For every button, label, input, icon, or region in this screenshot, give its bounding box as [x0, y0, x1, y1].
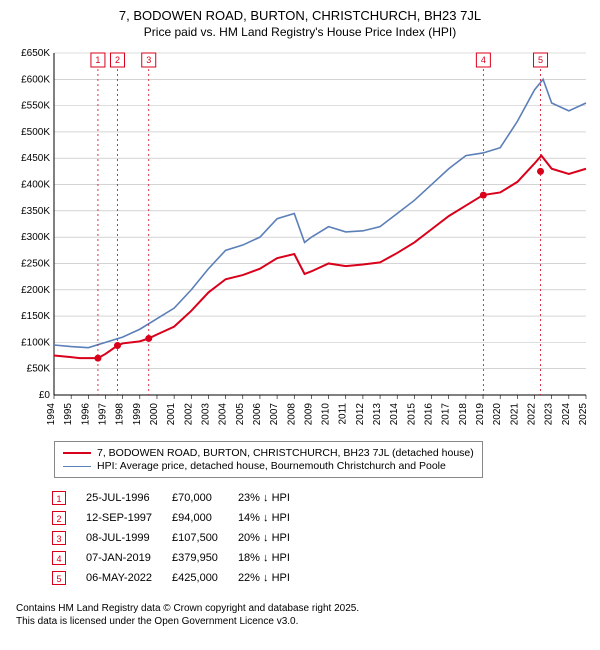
svg-text:1994: 1994 [46, 403, 57, 426]
svg-text:2002: 2002 [183, 403, 194, 426]
svg-text:£550K: £550K [21, 101, 50, 112]
svg-text:2009: 2009 [303, 403, 314, 426]
svg-text:£400K: £400K [21, 180, 50, 191]
sale-marker-icon: 5 [52, 571, 66, 585]
legend: 7, BODOWEN ROAD, BURTON, CHRISTCHURCH, B… [54, 441, 483, 478]
table-row: 4 07-JAN-2019£379,95018% ↓ HPI [42, 548, 300, 568]
legend-row: HPI: Average price, detached house, Bour… [63, 460, 474, 472]
footer-line1: Contains HM Land Registry data © Crown c… [16, 602, 592, 615]
svg-text:5: 5 [538, 55, 543, 65]
chart-title-line1: 7, BODOWEN ROAD, BURTON, CHRISTCHURCH, B… [8, 8, 592, 23]
sale-date: 12-SEP-1997 [76, 508, 162, 528]
svg-text:2016: 2016 [424, 403, 435, 426]
table-row: 2 12-SEP-1997£94,00014% ↓ HPI [42, 508, 300, 528]
sale-delta: 23% ↓ HPI [228, 488, 300, 508]
sale-date: 07-JAN-2019 [76, 548, 162, 568]
sale-marker-icon: 4 [52, 551, 66, 565]
legend-swatch [63, 466, 91, 467]
table-row: 1 25-JUL-1996£70,00023% ↓ HPI [42, 488, 300, 508]
svg-text:1998: 1998 [115, 403, 126, 426]
line-chart: £0 £50K £100K £150K £200K £250K £300K £350K £400… [8, 45, 592, 435]
legend-label: HPI: Average price, detached house, Bour… [97, 460, 446, 472]
svg-text:£450K: £450K [21, 153, 50, 164]
svg-text:1997: 1997 [97, 403, 108, 426]
svg-text:£200K: £200K [21, 285, 50, 296]
svg-text:2010: 2010 [321, 403, 332, 426]
svg-text:2014: 2014 [389, 403, 400, 426]
sale-date: 08-JUL-1999 [76, 528, 162, 548]
svg-text:£100K: £100K [21, 337, 50, 348]
svg-text:2006: 2006 [252, 403, 263, 426]
sale-delta: 20% ↓ HPI [228, 528, 300, 548]
legend-row: 7, BODOWEN ROAD, BURTON, CHRISTCHURCH, B… [63, 447, 474, 459]
svg-text:1995: 1995 [63, 403, 74, 426]
svg-text:£150K: £150K [21, 311, 50, 322]
svg-text:2025: 2025 [578, 403, 589, 426]
svg-text:3: 3 [146, 55, 151, 65]
legend-label: 7, BODOWEN ROAD, BURTON, CHRISTCHURCH, B… [97, 447, 474, 459]
svg-text:2012: 2012 [355, 403, 366, 426]
svg-text:2017: 2017 [441, 403, 452, 426]
footer-line2: This data is licensed under the Open Gov… [16, 615, 592, 628]
svg-text:2001: 2001 [166, 403, 177, 426]
sale-marker-icon: 1 [52, 491, 66, 505]
svg-text:£50K: £50K [27, 364, 51, 375]
svg-text:2003: 2003 [200, 403, 211, 426]
series-hpi [54, 79, 586, 347]
sale-delta: 18% ↓ HPI [228, 548, 300, 568]
sale-price: £70,000 [162, 488, 228, 508]
sale-delta: 14% ↓ HPI [228, 508, 300, 528]
svg-text:2018: 2018 [458, 403, 469, 426]
svg-text:2008: 2008 [286, 403, 297, 426]
svg-text:2024: 2024 [561, 403, 572, 426]
svg-text:2022: 2022 [527, 403, 538, 426]
svg-text:2007: 2007 [269, 403, 280, 426]
sales-table: 1 25-JUL-1996£70,00023% ↓ HPI 2 12-SEP-1997… [42, 488, 300, 588]
svg-text:2021: 2021 [509, 403, 520, 426]
svg-text:2023: 2023 [544, 403, 555, 426]
sale-delta: 22% ↓ HPI [228, 568, 300, 588]
svg-text:£350K: £350K [21, 206, 50, 217]
svg-text:2019: 2019 [475, 403, 486, 426]
svg-text:1999: 1999 [132, 403, 143, 426]
svg-text:2013: 2013 [372, 403, 383, 426]
sale-price: £425,000 [162, 568, 228, 588]
svg-text:1996: 1996 [80, 403, 91, 426]
chart-container: £0 £50K £100K £150K £200K £250K £300K £350K £400… [8, 45, 592, 435]
svg-text:£600K: £600K [21, 74, 50, 85]
svg-text:£500K: £500K [21, 127, 50, 138]
svg-text:2005: 2005 [235, 403, 246, 426]
sale-marker-icon: 2 [52, 511, 66, 525]
svg-text:2: 2 [115, 55, 120, 65]
legend-swatch [63, 452, 91, 454]
sale-price: £94,000 [162, 508, 228, 528]
svg-text:2015: 2015 [406, 403, 417, 426]
footer-attribution: Contains HM Land Registry data © Crown c… [16, 602, 592, 628]
table-row: 3 08-JUL-1999£107,50020% ↓ HPI [42, 528, 300, 548]
sale-marker-icon: 3 [52, 531, 66, 545]
svg-text:1: 1 [95, 55, 100, 65]
svg-text:£300K: £300K [21, 232, 50, 243]
sale-price: £379,950 [162, 548, 228, 568]
svg-text:2011: 2011 [338, 403, 349, 425]
sale-date: 25-JUL-1996 [76, 488, 162, 508]
svg-text:2004: 2004 [218, 403, 229, 426]
sale-date: 06-MAY-2022 [76, 568, 162, 588]
svg-text:2000: 2000 [149, 403, 160, 426]
series-price_paid [54, 156, 586, 359]
sale-price: £107,500 [162, 528, 228, 548]
svg-text:2020: 2020 [492, 403, 503, 426]
table-row: 5 06-MAY-2022£425,00022% ↓ HPI [42, 568, 300, 588]
chart-title-line2: Price paid vs. HM Land Registry's House … [8, 25, 592, 39]
svg-text:4: 4 [481, 55, 486, 65]
svg-text:£250K: £250K [21, 258, 50, 269]
svg-text:£650K: £650K [21, 48, 50, 59]
svg-text:£0: £0 [39, 390, 51, 401]
